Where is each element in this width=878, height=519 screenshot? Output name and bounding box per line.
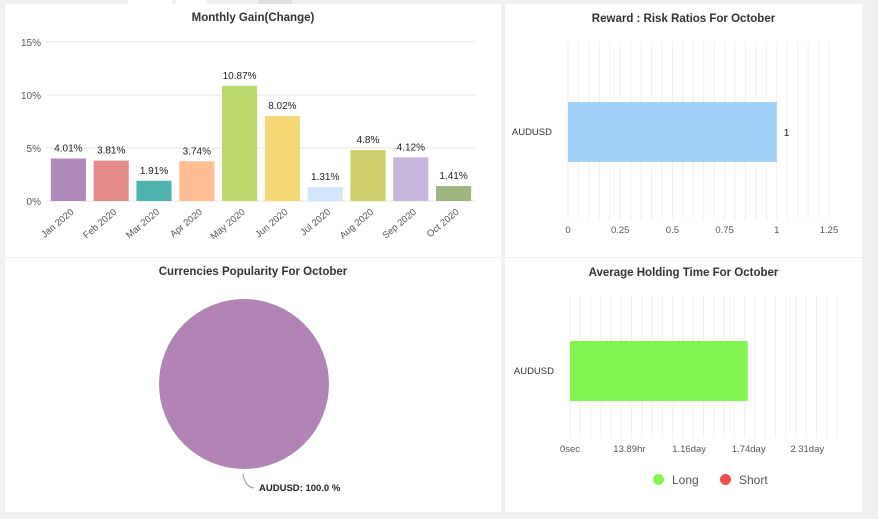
legend-short-dot-icon [720,474,731,485]
monthly-gain-panel: Monthly Gain(Change) 0% 5% 10% 15% 4.01% Jan … [5,4,501,257]
bar [264,115,300,201]
legend-long-dot-icon [653,474,664,485]
bar-value-label: 4.8% [357,135,380,146]
x-tick-label: 0sec [560,444,580,455]
x-tick-label: 0.25 [611,225,630,236]
tab-2[interactable] [176,0,206,4]
tab-strip [0,0,878,4]
reward-risk-chart: 0 0.25 0.5 0.75 1 1.25 AUDUSD 1 [512,42,839,236]
y-tick-label: 15% [21,38,41,49]
tab-1[interactable] [128,0,172,4]
bar [568,102,777,162]
legend-short-label: Short [739,473,768,487]
x-tick-label: Jun 2020 [253,207,290,241]
bar-long [570,341,748,401]
monthly-gain-chart: 0% 5% 10% 15% 4.01% Jan 2020 3.81% Feb 2020 1.91… [21,38,475,242]
bar [222,85,258,201]
y-category-label: AUDUSD [514,366,554,377]
holding-time-title: Average Holding Time For October [588,267,779,279]
reward-risk-panel: Reward : Risk Ratios For October 0 0.25 0.… [505,4,862,257]
bar [307,187,343,201]
reward-risk-title: Reward : Risk Ratios For October [591,13,776,25]
pie-label-connector [242,473,255,489]
x-tick-label: Feb 2020 [81,207,119,241]
x-tick-label: Sep 2020 [380,207,418,242]
currencies-pie-chart: AUDUSD: 100.0 % [159,299,341,494]
y-tick-label: 0% [27,197,42,208]
bar [93,160,129,201]
bar [179,161,215,201]
bar [136,180,172,201]
bar [393,157,429,201]
x-tick-label: Oct 2020 [425,207,462,240]
bar [436,186,472,201]
currencies-popularity-panel: Currencies Popularity For October AUDUSD… [5,258,501,512]
x-tick-label: 1.25 [820,225,839,236]
x-tick-label: 0 [565,225,570,236]
x-tick-label: 1.74day [732,444,766,455]
holding-time-chart: 0sec 13.89hr 1.16day 1.74day 2.31day AUDUSD [514,296,838,455]
bar-value-label: 8.02% [268,101,296,112]
y-tick-label: 10% [21,91,41,102]
holding-time-panel: Average Holding Time For October 0sec 13.… [505,258,862,512]
x-tick-label: 0.5 [666,225,679,236]
bar-value-label: 10.87% [223,71,257,82]
x-tick-label: 13.89hr [613,444,645,455]
tab-3[interactable] [258,0,292,4]
bar-value-label: 4.01% [54,143,82,154]
x-tick-label: May 2020 [208,207,247,242]
bar [50,158,86,201]
bar-value-label: 3.74% [183,146,211,157]
pie-slice [159,299,329,469]
bar [350,150,386,201]
x-tick-label: Apr 2020 [168,207,205,240]
bar-value-label: 1.31% [311,172,339,183]
legend-long-label: Long [672,473,699,487]
x-tick-label: 2.31day [790,444,824,455]
bar-value-label: 1.91% [140,166,168,177]
x-tick-label: Aug 2020 [338,207,376,242]
bar-value-label: 1 [784,128,790,139]
y-tick-label: 5% [27,144,42,155]
x-tick-label: Mar 2020 [124,207,162,241]
y-category-label: AUDUSD [512,127,552,138]
x-tick-label: 0.75 [715,225,734,236]
monthly-gain-title: Monthly Gain(Change) [191,12,315,24]
currencies-popularity-title: Currencies Popularity For October [158,266,348,278]
bar-value-label: 3.81% [97,146,125,157]
x-tick-label: Jul 2020 [299,207,334,239]
x-tick-label: 1 [774,225,779,236]
x-tick-label: Jan 2020 [39,207,76,241]
pie-slice-label: AUDUSD: 100.0 % [259,483,341,494]
x-tick-label: 1.16day [672,444,706,455]
bar-value-label: 1.41% [439,171,467,182]
bar-value-label: 4.12% [397,142,425,153]
